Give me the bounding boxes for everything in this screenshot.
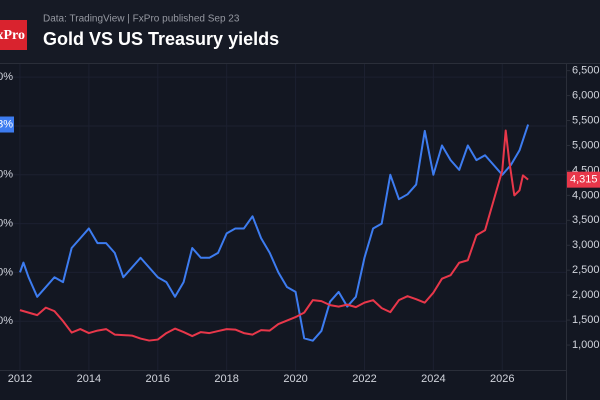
x-tick-label: 2024 bbox=[421, 373, 445, 385]
y2-tick-label: 1,500 bbox=[572, 314, 600, 326]
y-tick-label: 3.00% bbox=[0, 217, 13, 229]
y2-tick-label: 5,500 bbox=[572, 114, 600, 126]
header-band bbox=[0, 0, 600, 63]
y-tick-label: 1.00% bbox=[0, 315, 13, 327]
x-tick-label: 2012 bbox=[8, 373, 32, 385]
y2-tick-label: 5,000 bbox=[572, 139, 600, 151]
y2-tick-label: 4,000 bbox=[572, 189, 600, 201]
y2-tick-label: 6,500 bbox=[572, 65, 600, 77]
series-line bbox=[19, 129, 529, 342]
x-tick-label: 2016 bbox=[146, 373, 170, 385]
y-tick-label: 4.00% bbox=[0, 169, 13, 181]
last-value-box bbox=[567, 171, 600, 188]
x-tick-label: 2018 bbox=[214, 373, 238, 385]
y-tick-label: 6.00% bbox=[0, 71, 13, 83]
y2-tick-label: 3,500 bbox=[572, 214, 600, 226]
y2-tick-label: 1,000 bbox=[572, 339, 600, 351]
logo-box bbox=[0, 20, 27, 50]
series-line bbox=[19, 124, 530, 342]
last-value-label: 5.03% bbox=[0, 118, 13, 130]
last-value-label: 4,315 bbox=[570, 174, 598, 186]
y2-tick-label: 3,000 bbox=[572, 239, 600, 251]
y2-tick-label: 2,500 bbox=[572, 264, 600, 276]
x-tick-label: 2020 bbox=[283, 373, 307, 385]
x-tick-label: 2022 bbox=[352, 373, 376, 385]
logo: FxPro bbox=[0, 28, 25, 43]
y2-tick-label: 6,000 bbox=[572, 89, 600, 101]
source: Data: TradingView | FxPro published Sep … bbox=[43, 14, 240, 25]
last-value-box bbox=[0, 116, 14, 133]
chart-title: Gold VS US Treasury yields bbox=[43, 29, 279, 49]
x-tick-label: 2014 bbox=[77, 373, 101, 385]
x-tick-label: 2026 bbox=[490, 373, 514, 385]
y-tick-label: 2.00% bbox=[0, 266, 13, 278]
y2-tick-label: 2,000 bbox=[572, 289, 600, 301]
